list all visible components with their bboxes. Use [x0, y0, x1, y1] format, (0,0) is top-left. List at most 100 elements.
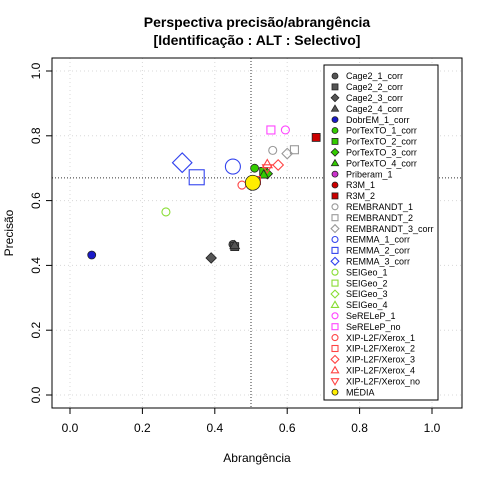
legend-entry-label: XIP-L2F/Xerox_4: [346, 366, 415, 376]
legend-entry-label: XIP-L2F/Xerox_2: [346, 344, 415, 354]
legend-entry-label: R3M_1: [346, 180, 375, 190]
legend-entry-label: PorTexTO_3_corr: [346, 148, 417, 158]
legend-entry-label: DobrEM_1_corr: [346, 115, 410, 125]
data-point: [311, 133, 321, 142]
data-point: [161, 207, 171, 217]
data-point: [244, 174, 261, 191]
legend-entry-label: SeRELeP_1: [346, 311, 396, 321]
legend-marker: [330, 378, 340, 386]
legend-marker: [330, 354, 340, 365]
legend-entry-label: R3M_2: [346, 191, 375, 201]
legend-entry-label: SEIGeo_2: [346, 278, 388, 288]
legend-entry-label: PorTexTO_4_corr: [346, 158, 417, 168]
x-tick-label: 0.0: [62, 421, 79, 435]
legend-entry-label: Cage2_4_corr: [346, 104, 403, 114]
legend-entry-label: Cage2_3_corr: [346, 93, 403, 103]
chart-subtitle: [Identificação : ALT : Selectivo]: [154, 32, 361, 48]
legend-marker: [330, 104, 340, 112]
data-point: [188, 169, 205, 186]
y-tick-label: 1.0: [29, 62, 43, 79]
legend-entry-label: REMBRANDT_1: [346, 202, 413, 212]
legend-marker: [331, 137, 339, 145]
x-tick-label: 1.0: [424, 421, 441, 435]
plot-frame: [51, 57, 463, 409]
legend-marker: [331, 214, 339, 222]
y-tick-label: 0.2: [29, 322, 43, 339]
x-tick-label: 0.2: [134, 421, 151, 435]
legend-marker: [330, 147, 340, 157]
axis-ticks: 0.0 0.2 0.4 0.6 0.8 1.0 0.0 0.2 0.4 0.6 0.8 1.0: [29, 62, 441, 435]
chart-title: Perspectiva precisão/abrangência: [144, 14, 371, 30]
legend-marker: [331, 116, 339, 123]
legend-marker: [330, 289, 340, 299]
data-point: [261, 158, 274, 169]
legend-entry-label: PorTexTO_1_corr: [346, 126, 417, 136]
legend-marker: [331, 203, 339, 211]
legend-marker: [330, 256, 340, 266]
data-points: [87, 125, 321, 264]
legend-entry-label: SeRELeP_no: [346, 322, 401, 332]
data-point: [229, 239, 241, 250]
legend-entry-label: REMBRANDT_3_corr: [346, 224, 434, 234]
legend-entry-label: REMBRANDT_2: [346, 213, 413, 223]
data-point: [272, 158, 285, 171]
legend-marker: [331, 192, 339, 200]
legend: Cage2_1_corrCage2_2_corrCage2_3_corrCage…: [323, 64, 439, 401]
legend-marker: [331, 83, 339, 91]
y-axis-label: Precisão: [2, 209, 16, 256]
y-tick-label: 0.4: [29, 257, 43, 274]
x-axis-label: Abrangência: [223, 451, 291, 465]
legend-marker: [330, 300, 340, 308]
legend-entry-label: SEIGeo_1: [346, 267, 388, 277]
legend-marker: [331, 268, 339, 276]
legend-marker: [331, 388, 339, 396]
legend-entry-label: REMMA_2_corr: [346, 246, 410, 256]
data-point: [258, 169, 270, 179]
legend-entry-label: XIP-L2F/Xerox_no: [346, 376, 420, 386]
legend-entry-label: SEIGeo_4: [346, 300, 388, 310]
y-tick-label: 0.6: [29, 192, 43, 209]
legend-entry-label: Cage2_2_corr: [346, 82, 403, 92]
legend-marker: [331, 334, 339, 342]
legend-marker: [331, 170, 339, 178]
data-point: [224, 158, 241, 175]
data-point: [250, 163, 260, 173]
legend-box: [323, 64, 439, 401]
legend-marker: [330, 223, 340, 234]
data-point: [266, 125, 276, 135]
legend-marker: [331, 344, 339, 353]
legend-entry-label: Priberam_1: [346, 169, 393, 179]
legend-entry-label: XIP-L2F/Xerox_1: [346, 333, 415, 343]
legend-marker: [331, 279, 339, 287]
data-point: [261, 164, 274, 175]
legend-marker: [330, 158, 340, 167]
legend-marker: [331, 235, 339, 244]
legend-marker: [331, 246, 339, 254]
legend-entry-label: MÉDIA: [346, 387, 375, 397]
x-tick-label: 0.6: [279, 421, 296, 435]
x-tick-label: 0.8: [351, 421, 368, 435]
data-point: [87, 250, 97, 260]
data-point: [268, 145, 278, 155]
grid: [52, 58, 462, 408]
legend-entry-label: SEIGeo_3: [346, 289, 388, 299]
legend-marker: [330, 365, 340, 374]
legend-entry-label: XIP-L2F/Xerox_3: [346, 355, 415, 365]
data-point: [280, 125, 290, 135]
legend-marker: [330, 93, 340, 103]
data-point: [289, 145, 299, 155]
legend-entry-label: REMMA_3_corr: [346, 257, 410, 267]
data-point: [171, 152, 193, 174]
legend-entry-label: REMMA_1_corr: [346, 235, 410, 245]
x-tick-label: 0.4: [206, 421, 223, 435]
y-tick-label: 0.8: [29, 127, 43, 144]
legend-marker: [331, 72, 339, 80]
legend-marker: [331, 323, 339, 331]
data-point: [205, 252, 217, 264]
legend-entry-label: Cage2_1_corr: [346, 71, 403, 81]
legend-marker: [331, 312, 339, 320]
legend-entry-label: PorTexTO_2_corr: [346, 137, 417, 147]
legend-marker: [331, 181, 339, 189]
y-tick-label: 0.0: [29, 386, 43, 403]
